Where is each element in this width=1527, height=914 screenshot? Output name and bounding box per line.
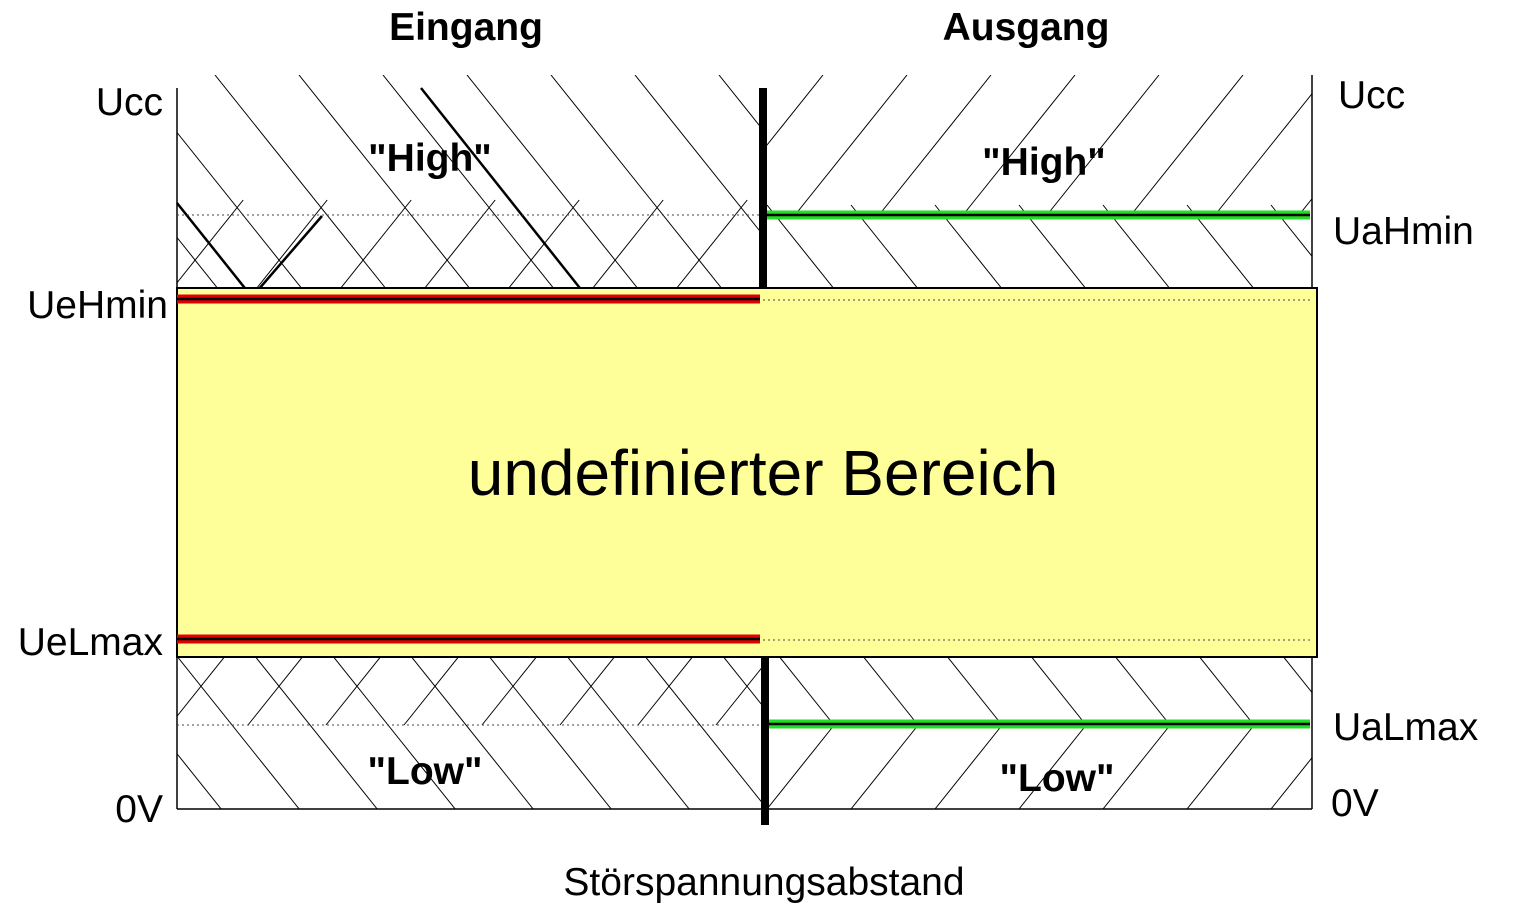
hatch-line (1270, 756, 1312, 809)
hatch-line (1030, 657, 1087, 726)
output-low-hatching (683, 657, 1312, 809)
hatch-line (0, 640, 65, 809)
output-high-label: "High" (982, 141, 1106, 184)
hatch-line (8, 640, 143, 809)
undefined-region-label: undefinierter Bereich (468, 437, 1059, 509)
right-uahmin-label: UaHmin (1333, 210, 1474, 253)
hatch-line (767, 724, 835, 809)
hatch-line (1186, 724, 1255, 809)
hatch-line (543, 75, 655, 215)
hatch-line (1214, 92, 1312, 216)
hatch-line (591, 199, 664, 289)
hatch-line (4, 200, 75, 289)
hatch-line (550, 75, 723, 289)
hatch-line (946, 657, 1003, 726)
hatch-line (466, 75, 639, 289)
hatch-line (637, 657, 694, 726)
hatch-line (1467, 75, 1527, 215)
hatch-line (1114, 657, 1171, 726)
hatch-line (599, 205, 666, 289)
hatch-line (88, 200, 159, 289)
hatch-line (778, 657, 835, 726)
hatch-line (1018, 724, 1087, 809)
hatch-line (862, 657, 919, 726)
hatch-line (177, 236, 219, 289)
hatch-line (767, 75, 824, 146)
hatch-line (803, 75, 974, 289)
hatch-line (403, 657, 460, 726)
hatch-line (247, 657, 304, 726)
input-high-bold-strokes (176, 87, 588, 299)
hatch-line (715, 665, 763, 726)
hatch-line (722, 657, 763, 708)
hatch-line (214, 75, 387, 289)
hatch-line (325, 657, 382, 726)
hatch-line (559, 657, 616, 726)
hatch-line (962, 75, 1076, 216)
noise-margin-label: Störspannungsabstand (563, 861, 964, 904)
hatch-line (644, 657, 763, 805)
right-zero-label: 0V (1331, 782, 1379, 825)
input-low-label: "Low" (368, 750, 483, 793)
undefined-region (176, 287, 1318, 658)
hatch-line (177, 752, 222, 809)
hatch-line (177, 657, 300, 809)
hatch-line (0, 75, 50, 289)
hatch-line (1130, 75, 1244, 216)
left-uelmax-label: UeLmax (18, 621, 164, 664)
input-header: Eingang (389, 6, 543, 49)
left-uehmin-label: UeHmin (27, 284, 168, 327)
hatch-line (1282, 657, 1312, 694)
hatch-line (298, 75, 471, 289)
hatch-line (254, 657, 378, 809)
hatch-line (634, 75, 763, 236)
hatch-line (566, 657, 690, 809)
input-high-label: "High" (368, 137, 492, 180)
right-ualmax-label: UaLmax (1333, 706, 1479, 749)
hatch-line (177, 657, 226, 718)
hatch-line (1046, 75, 1160, 216)
output-header: Ausgang (943, 6, 1110, 49)
hatch-line (382, 75, 555, 289)
hatch-line (255, 199, 328, 289)
hatch-line (410, 657, 534, 809)
hatch-line (683, 205, 750, 289)
hatch-line (934, 724, 1003, 809)
hatch-line (177, 131, 303, 289)
hatch-line (878, 75, 992, 216)
hatch-line (1102, 724, 1171, 809)
hatch-line (339, 199, 412, 289)
input-high-hatching (0, 75, 974, 289)
hatch-line (718, 75, 763, 131)
right-ucc-label: Ucc (1338, 74, 1405, 117)
hatch-line (675, 199, 748, 289)
hatch-line (1198, 657, 1255, 726)
hatch-line (794, 75, 908, 216)
input-low-hatching (0, 640, 763, 809)
output-low-label: "Low" (1000, 757, 1115, 800)
left-zero-label: 0V (115, 788, 163, 831)
hatch-line (177, 199, 244, 284)
hatch-line (850, 724, 919, 809)
hatch-line (683, 725, 750, 809)
hatch-line (627, 75, 739, 215)
left-ucc-label: Ucc (96, 81, 163, 124)
hatch-line (481, 657, 538, 726)
